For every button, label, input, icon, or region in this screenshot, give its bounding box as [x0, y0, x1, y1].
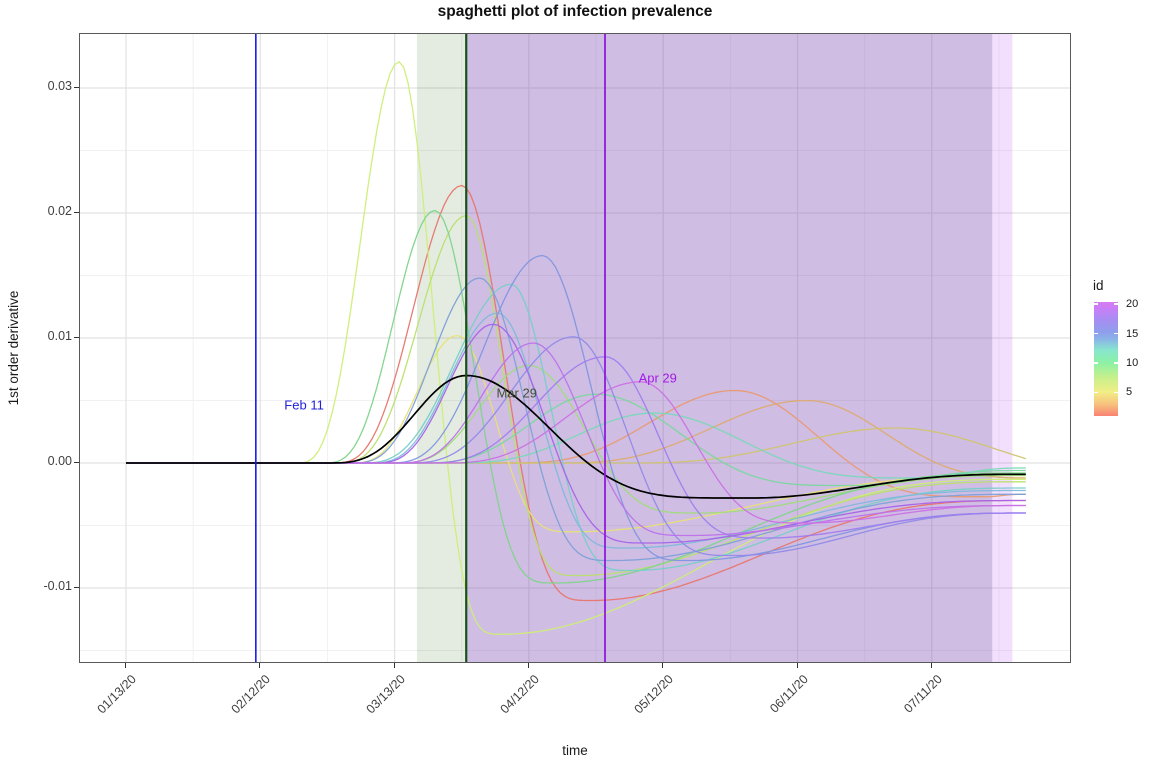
legend-bar-tick — [1094, 303, 1098, 305]
legend-colorbar — [1094, 302, 1118, 416]
y-tick-label: 0.01 — [47, 329, 72, 343]
x-tick-label: 07/11/20 — [901, 672, 945, 716]
y-tick-mark — [74, 87, 79, 89]
legend-tick-label: 20 — [1126, 298, 1139, 311]
event-label-apr-29: Apr 29 — [638, 370, 677, 386]
y-tick-label: 0.02 — [47, 204, 72, 218]
x-tick-mark — [393, 663, 395, 668]
plot-panel — [79, 33, 1071, 663]
x-tick-mark — [796, 663, 798, 668]
x-tick-mark — [930, 663, 932, 668]
y-tick-mark — [74, 462, 79, 464]
x-tick-mark — [259, 663, 261, 668]
legend-bar-tick — [1094, 391, 1098, 394]
x-tick-label: 01/13/20 — [94, 672, 139, 717]
event-label-mar-29: Mar 29 — [496, 385, 537, 401]
purple-band-dark — [467, 34, 993, 662]
x-tick-label: 06/11/20 — [766, 672, 811, 716]
legend-bar-tick — [1094, 362, 1098, 364]
legend-bar-tick — [1114, 332, 1118, 335]
y-axis-title: 1st order derivative — [6, 290, 21, 406]
x-tick-mark — [662, 663, 664, 668]
y-tick-label: 0.00 — [47, 454, 72, 468]
legend-bar-tick — [1114, 391, 1118, 394]
x-tick-mark — [125, 663, 127, 668]
y-tick-mark — [74, 587, 79, 589]
legend-bar-tick — [1114, 303, 1118, 305]
x-tick-label: 03/13/20 — [363, 672, 408, 717]
y-tick-mark — [74, 337, 79, 339]
x-tick-mark — [527, 663, 530, 668]
legend-tick-label: 10 — [1126, 356, 1139, 369]
x-axis-title: time — [562, 743, 588, 758]
x-tick-label: 02/12/20 — [228, 672, 274, 717]
event-label-feb-11: Feb 11 — [284, 397, 324, 412]
legend-bar-tick — [1094, 332, 1098, 335]
green-band — [416, 34, 468, 662]
y-tick-label: 0.03 — [47, 79, 72, 93]
legend-tick-label: 5 — [1126, 386, 1133, 399]
legend-bar-tick — [1114, 362, 1118, 364]
y-tick-label: -0.01 — [43, 579, 73, 593]
legend-title: id — [1093, 278, 1104, 293]
x-tick-label: 05/12/20 — [631, 672, 677, 717]
chart-title: spaghetti plot of infection prevalence — [437, 3, 713, 20]
plot-canvas — [80, 34, 1070, 662]
x-tick-label: 04/12/20 — [497, 672, 542, 717]
y-tick-mark — [74, 212, 79, 214]
mean-line — [126, 374, 1026, 499]
legend-tick-label: 15 — [1126, 327, 1139, 340]
